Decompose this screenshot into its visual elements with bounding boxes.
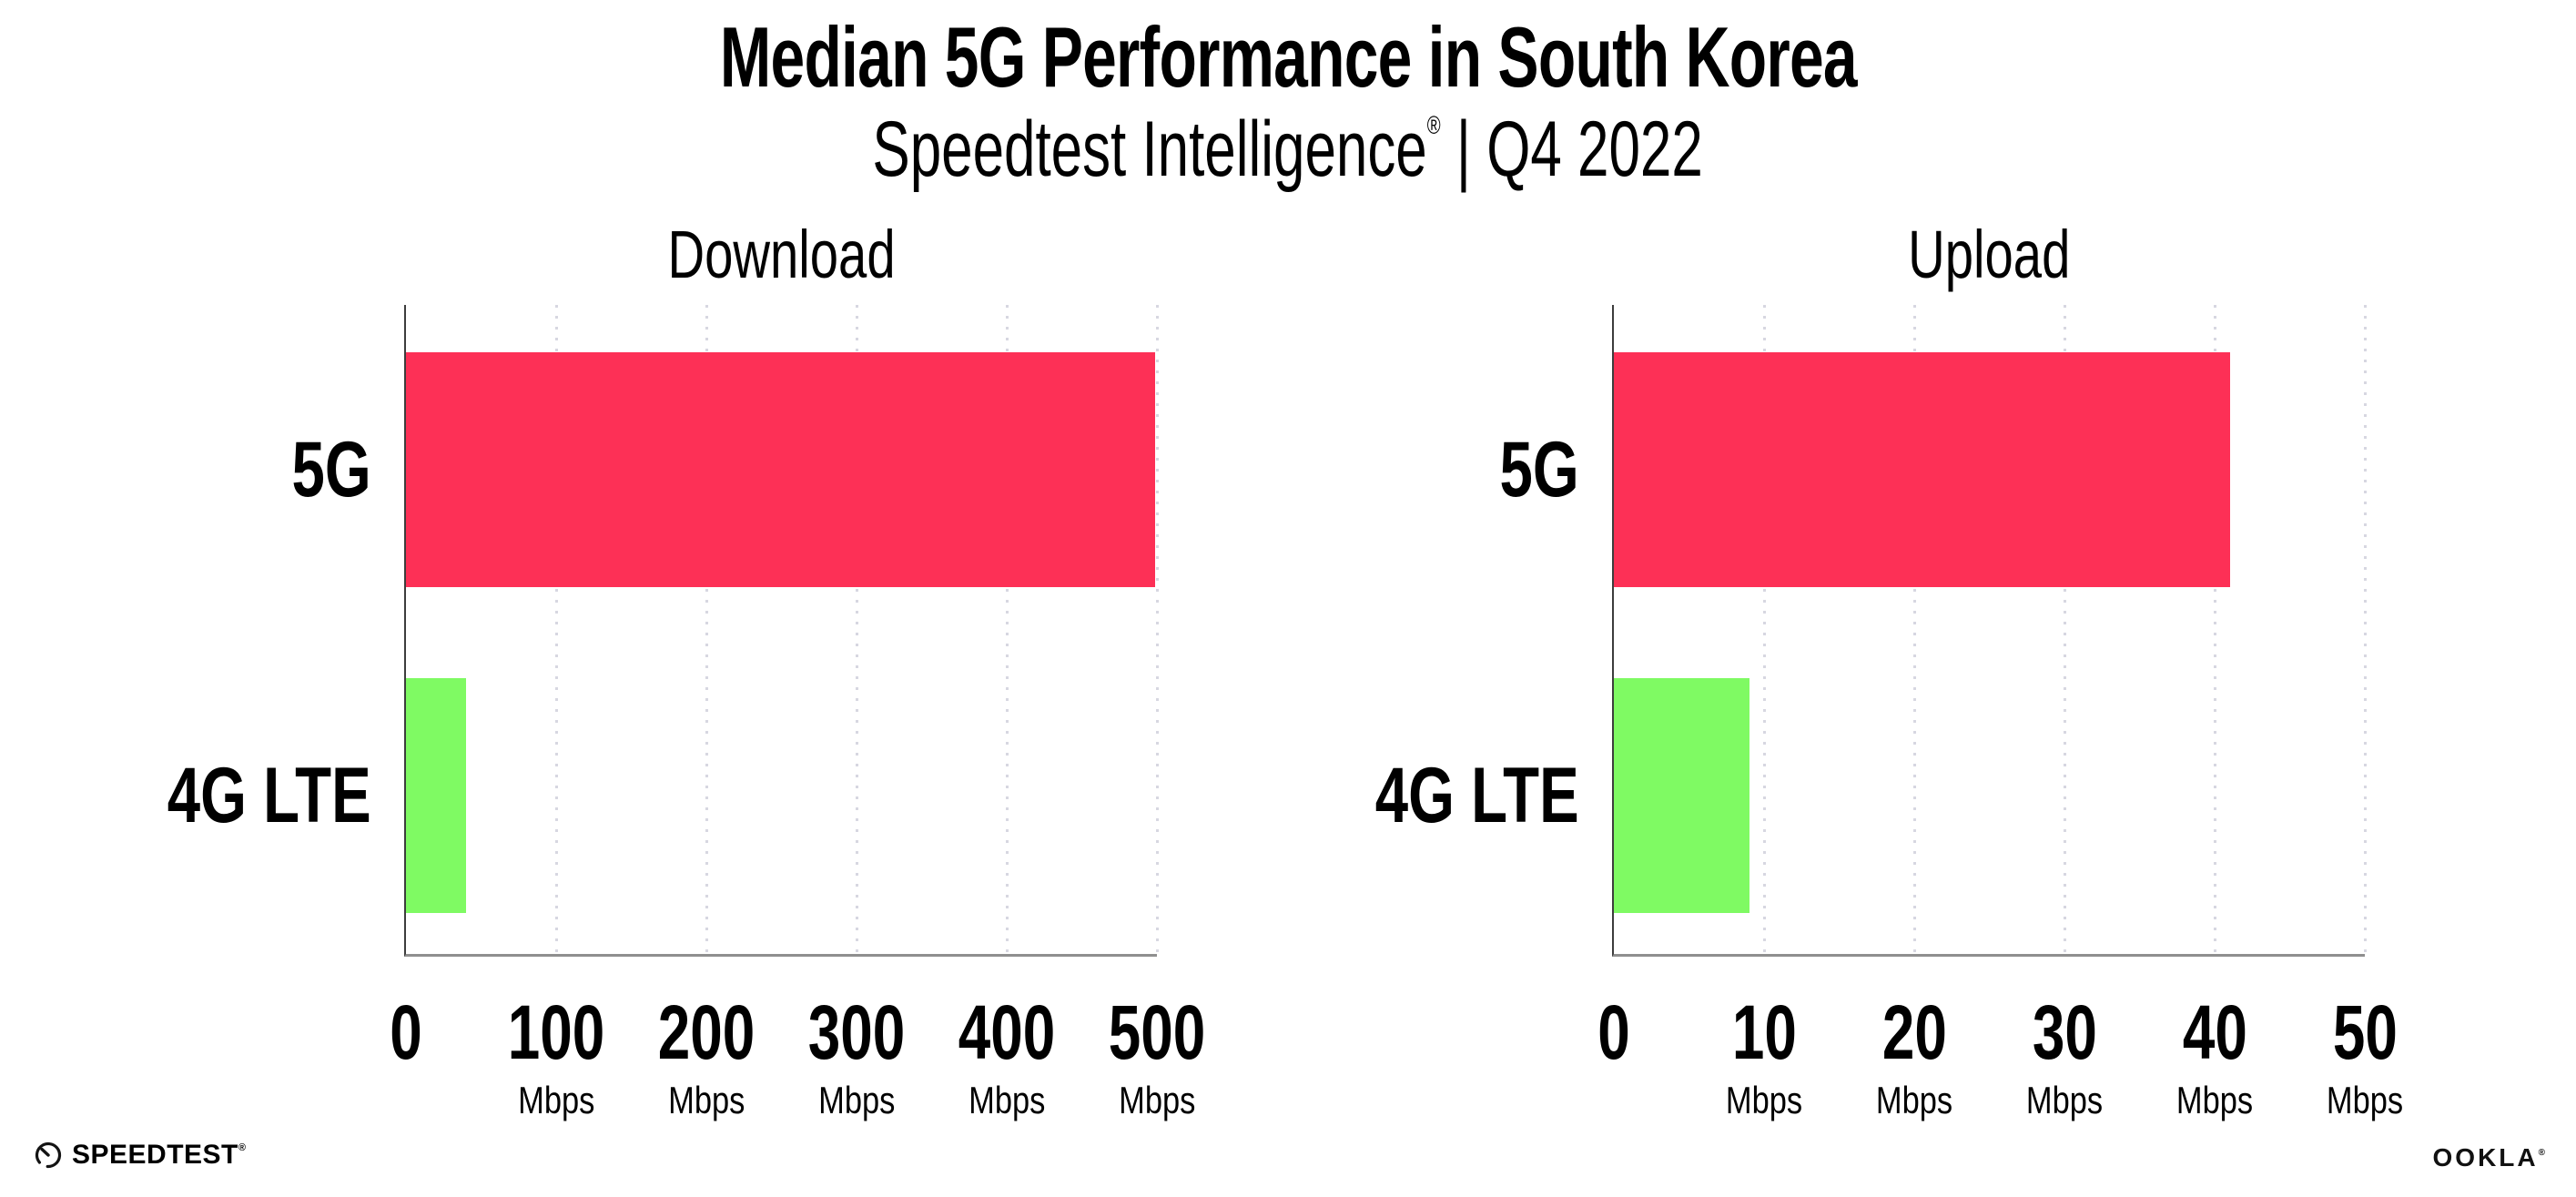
- speedtest-gauge-icon: [35, 1141, 62, 1169]
- gridline-500: [1156, 305, 1159, 954]
- subtitle-period: Q4 2022: [1486, 105, 1704, 193]
- gridline-300: [856, 305, 858, 954]
- gridline-50: [2364, 305, 2367, 954]
- x-tick-200: 200 Mbps: [657, 989, 756, 1121]
- category-label-5g: 5G: [291, 426, 371, 513]
- x-tick-0: 0: [1597, 989, 1630, 1075]
- page-subtitle: Speedtest Intelligence® | Q4 2022: [0, 110, 2576, 188]
- gridline-40: [2214, 305, 2216, 954]
- x-tick-500: 500 Mbps: [1108, 989, 1206, 1121]
- page-title-text: Median 5G Performance in South Korea: [719, 9, 1858, 105]
- category-label-5g: 5G: [1499, 426, 1579, 513]
- gridline-10: [1763, 305, 1766, 954]
- subtitle-brand: Speedtest Intelligence: [872, 105, 1428, 193]
- subtitle-text: Speedtest Intelligence® | Q4 2022: [873, 110, 1703, 188]
- speedtest-wordmark: SPEEDTEST®: [72, 1140, 247, 1170]
- download-chart: Download 5G 4G LTE 0 100 Mbps 200 Mbps 300 Mbps 4…: [167, 221, 1205, 1120]
- page-title: Median 5G Performance in South Korea: [0, 9, 2576, 105]
- download-chart-title: Download: [667, 217, 896, 292]
- category-label-4g-lte: 4G LTE: [1375, 752, 1579, 839]
- bar-upload-4g-lte: [1614, 678, 1749, 913]
- x-tick-400: 400 Mbps: [958, 989, 1056, 1121]
- ookla-wordmark: OOKLA®: [2432, 1143, 2545, 1172]
- x-tick-300: 300 Mbps: [807, 989, 906, 1121]
- bar-download-4g-lte: [406, 678, 466, 913]
- gridline-30: [2064, 305, 2066, 954]
- speedtest-logo: SPEEDTEST®: [33, 1140, 246, 1171]
- gridline-100: [555, 305, 558, 954]
- x-tick-50: 50 Mbps: [2326, 989, 2404, 1121]
- gridline-400: [1006, 305, 1009, 954]
- pipe-separator: |: [1456, 105, 1472, 193]
- x-tick-0: 0: [390, 989, 422, 1075]
- gridline-200: [705, 305, 708, 954]
- x-tick-10: 10 Mbps: [1725, 989, 1803, 1121]
- upload-chart: Upload 5G 4G LTE 0 10 Mbps 20 Mbps 30 Mbps 40 Mbps…: [1375, 221, 2403, 1120]
- upload-chart-title: Upload: [1908, 217, 2071, 292]
- gridline-20: [1913, 305, 1916, 954]
- bar-download-5g: [406, 352, 1156, 587]
- registered-mark: ®: [1427, 110, 1441, 139]
- x-tick-20: 20 Mbps: [1875, 989, 1953, 1121]
- speedtest-registered-mark: ®: [238, 1142, 247, 1153]
- category-label-4g-lte: 4G LTE: [167, 752, 371, 839]
- x-tick-100: 100 Mbps: [507, 989, 605, 1121]
- header: Median 5G Performance in South Korea Spe…: [0, 9, 2576, 188]
- ookla-registered-mark: ®: [2538, 1148, 2545, 1158]
- bar-upload-5g: [1614, 352, 2230, 587]
- x-tick-40: 40 Mbps: [2175, 989, 2254, 1121]
- x-tick-30: 30 Mbps: [2025, 989, 2104, 1121]
